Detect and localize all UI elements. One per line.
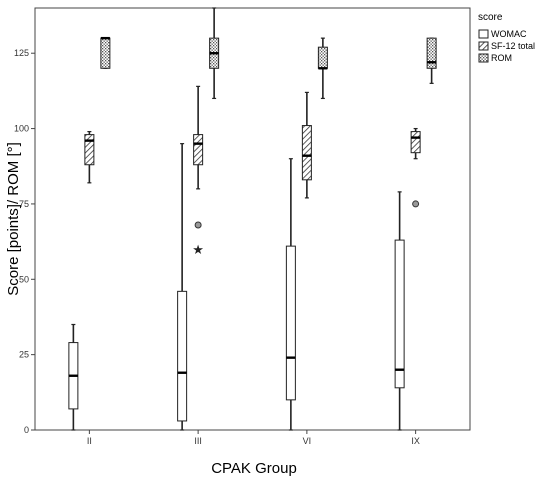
box-rom-ii	[100, 36, 111, 69]
box-series-group: ★	[68, 7, 437, 431]
x-tick-label: III	[194, 436, 202, 446]
box-body	[100, 37, 111, 69]
box-womac-ix	[394, 191, 405, 431]
y-tick-label: 25	[19, 350, 29, 360]
box-body	[394, 239, 405, 389]
legend-label: SF-12 total	[491, 41, 535, 51]
legend-item-womac: WOMAC	[478, 29, 527, 39]
box-womac-vi	[285, 158, 296, 431]
box-sf-12-total-vi	[301, 91, 312, 199]
y-tick-label: 100	[14, 124, 29, 134]
box-sf-12-total-ix	[410, 127, 421, 208]
legend-item-sf-12-total: SF-12 total	[478, 41, 535, 51]
box-body	[84, 134, 95, 166]
legend-title: score	[478, 12, 503, 23]
outlier-star: ★	[192, 243, 204, 258]
box-body	[301, 125, 312, 181]
box-body	[426, 37, 437, 69]
box-rom-iii	[209, 7, 220, 100]
x-tick-label: VI	[303, 436, 312, 446]
y-tick-label: 75	[19, 199, 29, 209]
legend-swatch	[478, 29, 489, 39]
legend-label: WOMAC	[491, 29, 527, 39]
y-tick-label: 125	[14, 48, 29, 58]
box-body	[193, 134, 204, 166]
x-axis-title: CPAK Group	[211, 460, 297, 477]
x-axis: II III VI IX	[87, 430, 420, 446]
y-tick-label: 0	[24, 425, 29, 435]
plot-area	[34, 7, 471, 431]
y-axis: 0 25 50 75 100 125	[14, 48, 35, 435]
x-tick-label: II	[87, 436, 92, 446]
outlier-circle	[412, 200, 420, 208]
box-sf-12-total-ii	[84, 130, 95, 184]
y-tick-label: 50	[19, 274, 29, 284]
box-body	[177, 290, 188, 422]
box-sf-12-total-iii: ★	[192, 85, 204, 258]
box-womac-ii	[68, 323, 79, 431]
legend-swatch	[478, 53, 489, 63]
y-axis-title: Score [points]/ ROM [°]	[5, 142, 22, 296]
legend-label: ROM	[491, 53, 512, 63]
legend: score WOMAC SF-12 total ROM	[478, 12, 535, 63]
box-womac-iii	[177, 143, 188, 431]
x-tick-label: IX	[411, 436, 420, 446]
box-body	[285, 245, 296, 401]
legend-item-rom: ROM	[478, 53, 512, 63]
box-body	[317, 46, 328, 69]
legend-swatch	[478, 41, 489, 51]
box-body	[410, 131, 421, 154]
box-rom-ix	[426, 37, 437, 84]
box-rom-vi	[317, 37, 328, 100]
outlier-circle	[194, 221, 202, 229]
